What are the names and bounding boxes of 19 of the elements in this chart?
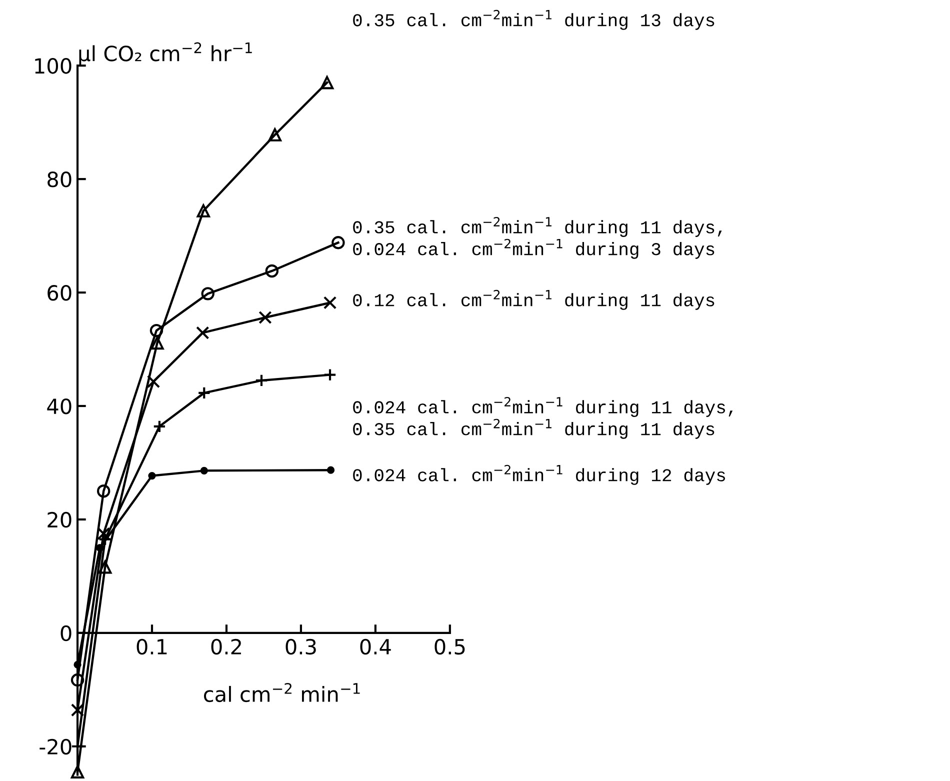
series-label: 0.12 cal. cm$^{−2}$min$^{−1}$ during 11 days [353,290,714,310]
y-tick-label: -20 [40,738,72,755]
x-tick-label: 0.2 [211,638,241,655]
series-label: 0.024 cal. cm$^{−2}$min$^{−1}$ during 12 days [353,464,725,485]
y-tick-label: 80 [48,172,72,188]
y-tick-label: 100 [35,58,72,74]
text: 0.35 cal. cm$^{−2}$min$^{−1}$ during 13 days [353,10,714,30]
text: 0.024 cal. cm$^{−2}$min$^{−1}$ during 11 days, 0.35 cal. cm$^{−2}$min$^{−1}$ during 11 days [353,396,733,439]
y-axis-title: µl CO₂ cm$^{−2}$ hr$^{−1}$ [79,42,252,66]
x-tick-label: 0.3 [286,638,316,655]
y-tick-label: 20 [48,512,72,528]
x-axis-title: cal cm$^{−2}$ min$^{−1}$ [204,682,360,702]
x-tick-label: 0.5 [434,638,465,655]
text: 0.35 cal. cm$^{−2}$min$^{−1}$ during 11 days, 0.024 cal. cm$^{−2}$min$^{−1}$ during 3 days [353,216,722,259]
y-tick-label: 60 [48,284,72,301]
y-tick-label: 40 [47,398,72,414]
x-tick-label: 0.1 [136,638,167,655]
y-tick-label: 0 [60,625,72,642]
x-tick-label: 0.4 [360,638,391,655]
